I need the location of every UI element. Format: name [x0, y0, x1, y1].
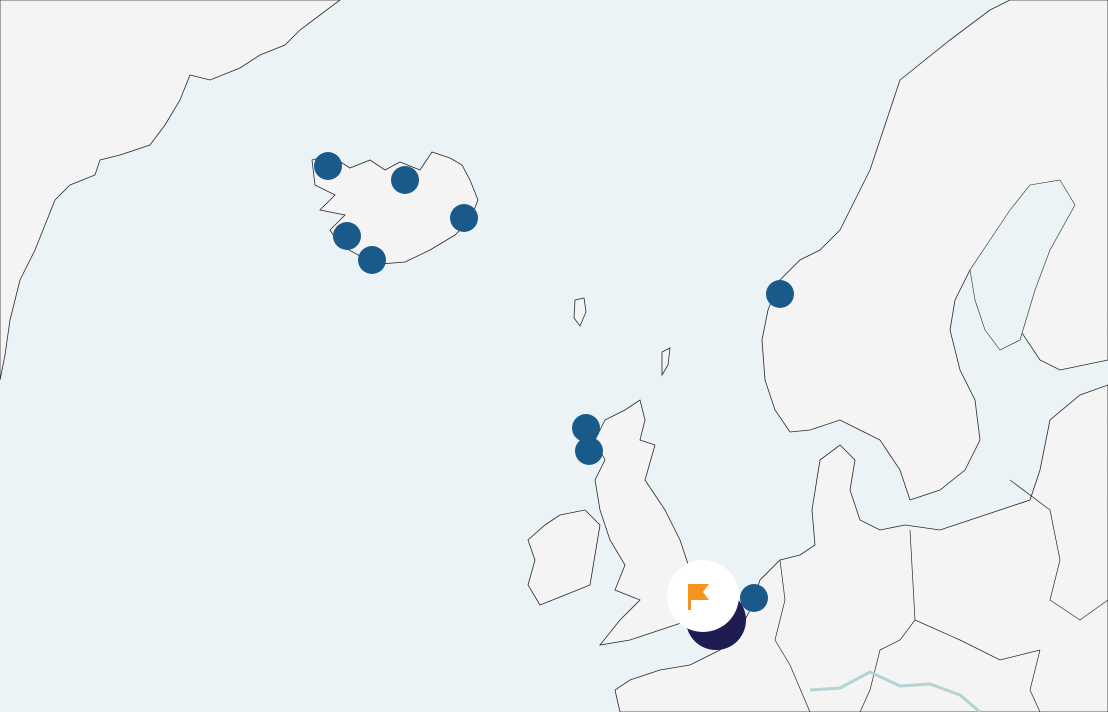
gulf-of-bothnia: [969, 179, 1076, 351]
location-dot-icon[interactable]: [450, 204, 478, 232]
location-dot-icon[interactable]: [358, 246, 386, 274]
location-dot-icon[interactable]: [572, 414, 600, 442]
location-dot-icon[interactable]: [766, 280, 794, 308]
land-shetland: [661, 347, 671, 377]
location-markers: [314, 152, 794, 650]
land-scandinavia: [761, 0, 1108, 501]
selected-marker[interactable]: [667, 560, 739, 632]
location-dot-icon[interactable]: [314, 152, 342, 180]
land-ireland: [527, 509, 601, 606]
location-dot-icon[interactable]: [740, 584, 768, 612]
location-dot-icon[interactable]: [575, 437, 603, 465]
land-greenland: [0, 0, 341, 381]
country-borders: [774, 479, 1108, 712]
river-danube: [809, 670, 981, 712]
land-europe: [614, 384, 1108, 712]
flag-icon: [688, 584, 709, 610]
location-dot-icon[interactable]: [391, 166, 419, 194]
location-dot-icon[interactable]: [333, 222, 361, 250]
land-faroe: [573, 297, 587, 327]
